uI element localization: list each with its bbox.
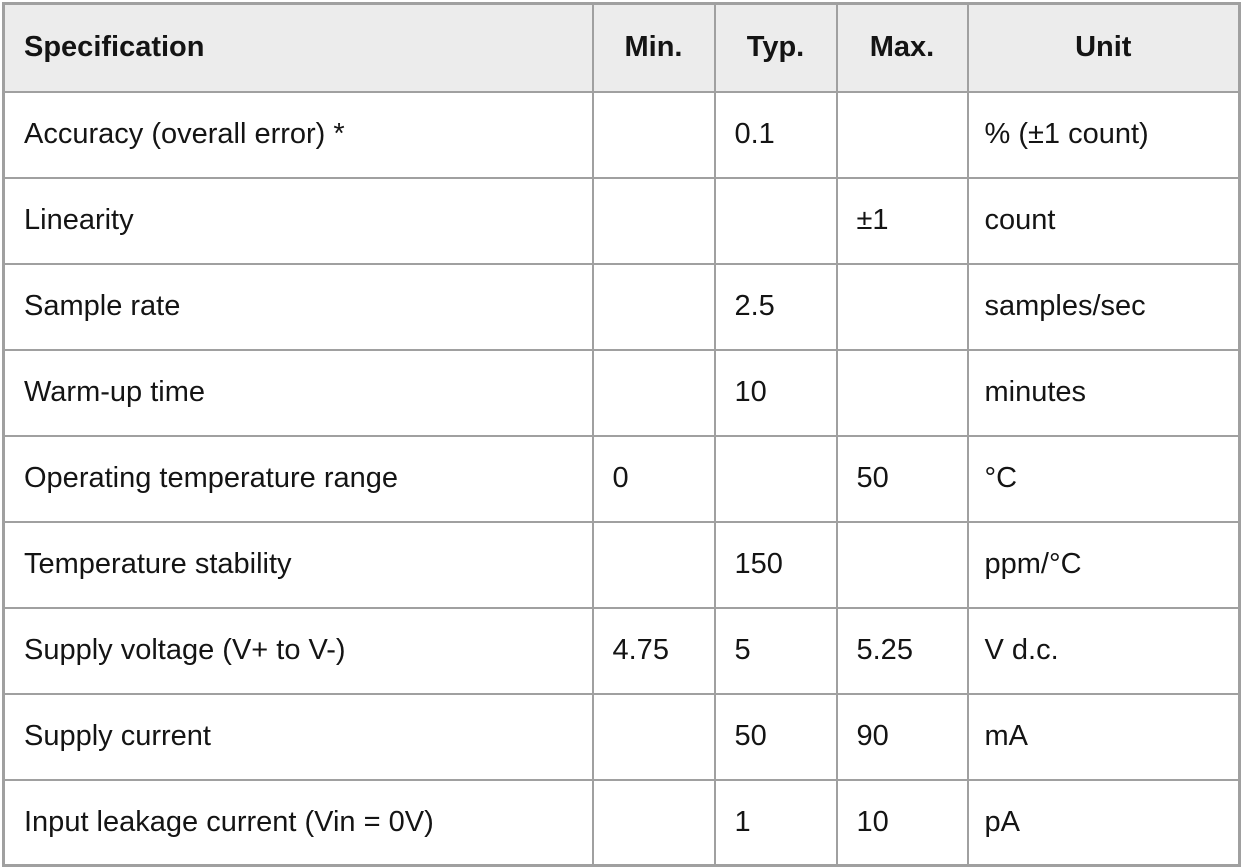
cell-unit: mA xyxy=(966,692,1241,781)
cell-typ: 1 xyxy=(713,778,838,867)
cell-min xyxy=(591,90,716,179)
col-header-min: Min. xyxy=(591,2,716,93)
cell-typ xyxy=(713,176,838,265)
table-row: Supply voltage (V+ to V-) 4.75 5 5.25 V d.c. xyxy=(2,606,1241,695)
table-row: Warm-up time 10 minutes xyxy=(2,348,1241,437)
cell-max: 50 xyxy=(835,434,969,523)
cell-spec: Accuracy (overall error) * xyxy=(2,90,594,179)
table-row: Input leakage current (Vin = 0V) 1 10 pA xyxy=(2,778,1241,867)
col-header-typ: Typ. xyxy=(713,2,838,93)
cell-unit: count xyxy=(966,176,1241,265)
cell-min xyxy=(591,176,716,265)
cell-typ: 10 xyxy=(713,348,838,437)
cell-spec: Operating temperature range xyxy=(2,434,594,523)
cell-min xyxy=(591,348,716,437)
cell-spec: Input leakage current (Vin = 0V) xyxy=(2,778,594,867)
cell-max: 10 xyxy=(835,778,969,867)
col-header-unit: Unit xyxy=(966,2,1241,93)
cell-min xyxy=(591,262,716,351)
cell-max: ±1 xyxy=(835,176,969,265)
cell-spec: Supply voltage (V+ to V-) xyxy=(2,606,594,695)
cell-min xyxy=(591,692,716,781)
cell-min: 4.75 xyxy=(591,606,716,695)
col-header-max: Max. xyxy=(835,2,969,93)
cell-typ xyxy=(713,434,838,523)
header-row: Specification Min. Typ. Max. Unit xyxy=(2,2,1241,93)
table-row: Accuracy (overall error) * 0.1 % (±1 count… xyxy=(2,90,1241,179)
col-header-specification: Specification xyxy=(2,2,594,93)
cell-typ: 0.1 xyxy=(713,90,838,179)
cell-spec: Supply current xyxy=(2,692,594,781)
cell-unit: ppm/°C xyxy=(966,520,1241,609)
cell-unit: pA xyxy=(966,778,1241,867)
cell-typ: 50 xyxy=(713,692,838,781)
cell-spec: Warm-up time xyxy=(2,348,594,437)
cell-spec: Temperature stability xyxy=(2,520,594,609)
cell-typ: 150 xyxy=(713,520,838,609)
cell-min xyxy=(591,520,716,609)
cell-unit: samples/sec xyxy=(966,262,1241,351)
table-row: Supply current 50 90 mA xyxy=(2,692,1241,781)
specification-table-body: Accuracy (overall error) * 0.1 % (±1 count… xyxy=(2,90,1241,867)
cell-max xyxy=(835,262,969,351)
cell-unit: minutes xyxy=(966,348,1241,437)
table-row: Operating temperature range 0 50 °C xyxy=(2,434,1241,523)
cell-unit: V d.c. xyxy=(966,606,1241,695)
cell-max xyxy=(835,348,969,437)
cell-max xyxy=(835,520,969,609)
cell-max: 90 xyxy=(835,692,969,781)
cell-typ: 2.5 xyxy=(713,262,838,351)
cell-typ: 5 xyxy=(713,606,838,695)
cell-spec: Linearity xyxy=(2,176,594,265)
table-row: Temperature stability 150 ppm/°C xyxy=(2,520,1241,609)
table-row: Linearity ±1 count xyxy=(2,176,1241,265)
table-row: Sample rate 2.5 samples/sec xyxy=(2,262,1241,351)
cell-min: 0 xyxy=(591,434,716,523)
cell-max: 5.25 xyxy=(835,606,969,695)
cell-max xyxy=(835,90,969,179)
cell-unit: % (±1 count) xyxy=(966,90,1241,179)
cell-min xyxy=(591,778,716,867)
cell-unit: °C xyxy=(966,434,1241,523)
cell-spec: Sample rate xyxy=(2,262,594,351)
